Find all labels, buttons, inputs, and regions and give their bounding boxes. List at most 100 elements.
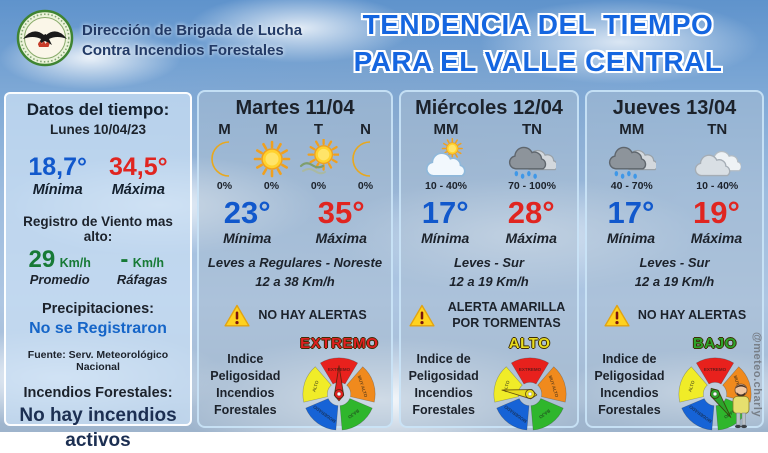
precip-probability: 10 - 40%	[696, 180, 739, 192]
forecast-card-martes: Martes 11/04 M 0% M 0% T 0% N 0% 23°	[197, 90, 393, 430]
warning-icon	[603, 303, 631, 329]
min-temp-block: 17° Mínima	[606, 195, 656, 246]
period-column: N 0%	[342, 121, 389, 192]
svg-text:ALTO: ALTO	[312, 379, 321, 392]
today-max-temp: 34,5°	[109, 153, 168, 181]
max-temp: 19°	[693, 195, 740, 230]
period-column: M 0%	[201, 121, 248, 192]
precip-probability: 0%	[357, 180, 374, 192]
moon-icon	[205, 138, 245, 180]
wind-average-unit: Km/h	[59, 256, 91, 270]
sun-icon	[252, 138, 292, 180]
svg-text:ALTO: ALTO	[687, 379, 696, 392]
min-temp: 17°	[421, 195, 469, 230]
wind-speed-range: 12 a 38 Km/h	[255, 274, 335, 290]
svg-text:MUY ALTO: MUY ALTO	[357, 374, 369, 398]
precip-probability: 0%	[216, 180, 233, 192]
period-label: M	[218, 121, 231, 138]
today-min-block: 18,7° Mínima	[28, 153, 87, 198]
precip-value: No se Registraron	[29, 320, 167, 337]
max-temp-label: Máxima	[505, 229, 557, 246]
rain-clouds-icon	[608, 138, 656, 180]
sun-cloud-icon	[422, 138, 470, 180]
risk-level-label: BAJO	[692, 334, 737, 352]
svg-text:BAJO: BAJO	[537, 408, 550, 420]
forecast-card-jueves: Jueves 13/04 MM 40 - 70% TN 10 - 40% 17°…	[585, 90, 764, 430]
precip-probability: 40 - 70%	[610, 180, 653, 192]
period-column: M 0%	[248, 121, 295, 192]
max-temp-block: 19° Máxima	[690, 195, 743, 246]
precip-probability: 0%	[310, 180, 327, 192]
alert-text: ALERTA AMARILLA POR TORMENTAS	[447, 299, 566, 330]
wind-average-block: 29 Km/h Promedio	[28, 246, 91, 288]
rain-clouds-icon	[508, 138, 556, 180]
min-temp-label: Mínima	[421, 229, 470, 246]
today-min-temp: 18,7°	[28, 153, 87, 181]
wind-description: Leves - Sur	[453, 254, 525, 270]
risk-level-label: EXTREMO	[300, 334, 379, 352]
today-date: Lunes 10/04/23	[49, 122, 147, 137]
fire-danger-index-label: Indice Peligosidad Incendios Forestales	[210, 352, 281, 417]
wind-gust-unit: Km/h	[132, 256, 165, 270]
min-temp: 23°	[223, 195, 271, 230]
org-name: Dirección de Brigada de Lucha Contra Inc…	[82, 21, 322, 60]
risk-level-label: ALTO	[508, 334, 551, 352]
org-name-line1: Dirección de Brigada de Lucha	[82, 22, 303, 39]
main-title-line2: PARA EL VALLE CENTRAL	[353, 46, 723, 77]
sun-wind-icon	[299, 138, 339, 180]
today-min-label: Mínima	[32, 182, 83, 198]
fires-status: No hay incendios activos	[19, 405, 177, 451]
precip-heading: Precipitaciones:	[41, 301, 154, 317]
mascot-character	[726, 382, 756, 430]
period-column: TN 10 - 40%	[675, 121, 761, 192]
max-temp-label: Máxima	[690, 229, 743, 246]
period-label: T	[313, 121, 324, 138]
moon-icon	[346, 138, 386, 180]
period-label: TN	[707, 121, 728, 138]
card-title: Martes 11/04	[235, 97, 355, 119]
svg-text:MUY ALTO: MUY ALTO	[547, 374, 559, 398]
period-label: MM	[619, 121, 645, 138]
precip-probability: 70 - 100%	[508, 180, 556, 192]
svg-text:EXTREMO: EXTREMO	[519, 366, 542, 371]
today-max-label: Máxima	[111, 182, 165, 198]
period-label: N	[360, 121, 371, 138]
card-title: Miércoles 12/04	[415, 97, 563, 119]
wind-speed-range: 12 a 19 Km/h	[449, 274, 529, 290]
wind-average-label: Promedio	[29, 272, 90, 287]
main-title-line1: TENDENCIA DEL TIEMPO	[362, 9, 714, 40]
wind-gust-value: -	[120, 246, 129, 273]
max-temp-block: 28° Máxima	[505, 196, 557, 246]
wind-speed-range: 12 a 19 Km/h	[634, 274, 715, 290]
data-source: Fuente: Serv. Meteorológico Nacional	[27, 349, 169, 373]
min-temp-block: 17° Mínima	[421, 195, 470, 246]
fire-danger-index-label: Indice de Peligosidad Incendios Forestal…	[594, 352, 665, 417]
max-temp: 35°	[317, 195, 365, 230]
min-temp-label: Mínima	[606, 229, 656, 246]
period-column: MM 40 - 70%	[589, 121, 675, 192]
min-temp: 17°	[607, 195, 655, 230]
brigade-logo-icon	[16, 9, 74, 67]
org-name-line2: Contra Incendios Forestales	[82, 41, 284, 59]
warning-icon	[408, 303, 436, 329]
forecast-card-miercoles: Miércoles 12/04 MM 10 - 40% TN 70 - 100%…	[399, 90, 579, 430]
max-temp-label: Máxima	[315, 229, 367, 246]
wind-heading: Registro de Viento mas alto:	[23, 214, 173, 244]
today-heading: Datos del tiempo:	[26, 100, 170, 119]
min-temp-block: 23° Mínima	[223, 195, 271, 245]
precip-probability: 0%	[263, 180, 280, 192]
today-data-panel: Datos del tiempo: Lunes 10/04/23 18,7° M…	[4, 92, 192, 451]
wind-gust-label: Ráfagas	[116, 272, 168, 287]
period-label: TN	[522, 121, 542, 138]
max-temp-block: 35° Máxima	[315, 195, 367, 246]
period-label: M	[265, 121, 278, 138]
precip-probability: 10 - 40%	[424, 180, 468, 192]
wind-average-value: 29	[28, 246, 56, 273]
svg-text:ALTO: ALTO	[502, 379, 511, 392]
clouds-icon	[693, 138, 742, 180]
today-max-block: 34,5° Máxima	[109, 153, 168, 198]
period-column: TN 70 - 100%	[489, 121, 575, 192]
